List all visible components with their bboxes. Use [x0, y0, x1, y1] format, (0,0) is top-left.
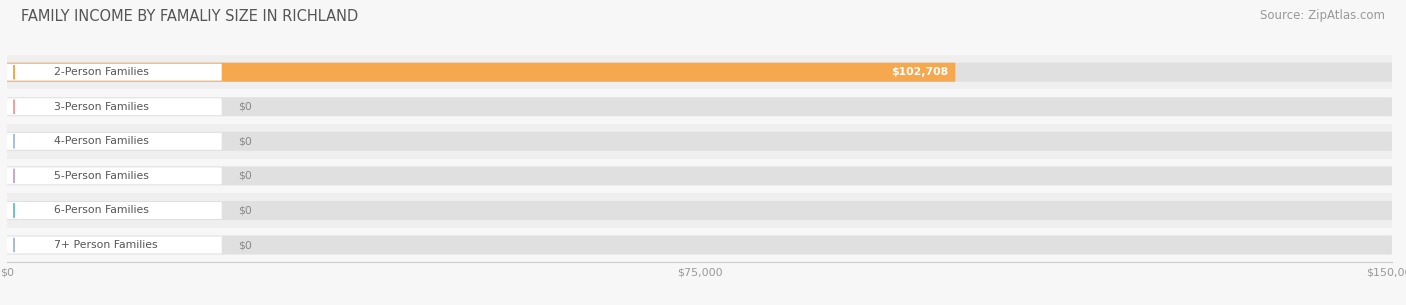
- Text: 3-Person Families: 3-Person Families: [55, 102, 149, 112]
- Text: $0: $0: [238, 240, 252, 250]
- FancyBboxPatch shape: [7, 98, 222, 115]
- FancyBboxPatch shape: [7, 97, 1392, 116]
- Bar: [7, 159, 1392, 193]
- Text: 6-Person Families: 6-Person Families: [55, 206, 149, 215]
- Text: $0: $0: [238, 206, 252, 215]
- Text: 5-Person Families: 5-Person Families: [55, 171, 149, 181]
- Bar: [7, 193, 1392, 228]
- Bar: [7, 124, 1392, 159]
- Text: $102,708: $102,708: [891, 67, 949, 77]
- Text: 7+ Person Families: 7+ Person Families: [55, 240, 157, 250]
- FancyBboxPatch shape: [7, 63, 955, 82]
- FancyBboxPatch shape: [7, 63, 1392, 82]
- Text: FAMILY INCOME BY FAMALIY SIZE IN RICHLAND: FAMILY INCOME BY FAMALIY SIZE IN RICHLAN…: [21, 9, 359, 24]
- FancyBboxPatch shape: [7, 167, 222, 184]
- Text: Source: ZipAtlas.com: Source: ZipAtlas.com: [1260, 9, 1385, 22]
- FancyBboxPatch shape: [7, 133, 222, 150]
- Bar: [7, 228, 1392, 262]
- Text: 2-Person Families: 2-Person Families: [55, 67, 149, 77]
- Bar: [7, 89, 1392, 124]
- FancyBboxPatch shape: [7, 132, 1392, 151]
- FancyBboxPatch shape: [7, 237, 222, 253]
- FancyBboxPatch shape: [7, 64, 222, 81]
- Bar: [7, 55, 1392, 89]
- Text: 4-Person Families: 4-Person Families: [55, 136, 149, 146]
- FancyBboxPatch shape: [7, 167, 1392, 185]
- FancyBboxPatch shape: [7, 201, 1392, 220]
- FancyBboxPatch shape: [7, 235, 1392, 254]
- Text: $0: $0: [238, 102, 252, 112]
- Text: $0: $0: [238, 171, 252, 181]
- FancyBboxPatch shape: [7, 202, 222, 219]
- Text: $0: $0: [238, 136, 252, 146]
